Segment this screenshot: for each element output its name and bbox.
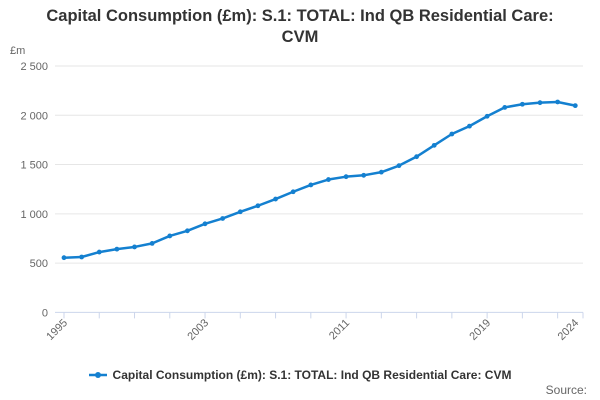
chart-title: Capital Consumption (£m): S.1: TOTAL: In… [46, 7, 554, 46]
data-point [61, 255, 67, 261]
data-point [502, 104, 508, 110]
data-point [167, 233, 173, 239]
data-point [96, 249, 102, 255]
x-axis-tick-label: 2019 [467, 317, 493, 343]
data-point [237, 209, 243, 215]
y-axis-tick-label: 2 000 [20, 110, 48, 122]
y-axis-tick-label: 2 500 [20, 61, 48, 73]
y-axis-tick-label: 0 [42, 307, 48, 319]
chart-plot-area: 0 500 1 000 1 500 2 000 2 500 1995 2003 2011 2019… [20, 61, 584, 343]
legend-line-marker-icon [88, 372, 107, 378]
data-point [255, 203, 261, 209]
x-axis-tick-label: 2011 [327, 317, 352, 342]
data-point [378, 169, 384, 175]
x-axis-tick-label: 2024 [556, 317, 582, 343]
y-axis-unit-label: £m [10, 45, 26, 57]
y-axis-tick-label: 1 000 [20, 209, 48, 221]
data-point [79, 254, 85, 260]
data-point [185, 228, 190, 234]
data-point [114, 246, 120, 252]
data-point [467, 123, 472, 129]
source-label: Source: [545, 383, 587, 397]
x-axis-tick-label: 1995 [44, 317, 70, 343]
data-point [343, 174, 349, 180]
data-point [308, 182, 314, 188]
x-axis-tick-label: 2003 [185, 317, 211, 343]
legend: Capital Consumption (£m): S.1: TOTAL: In… [0, 366, 600, 384]
data-point [484, 113, 490, 119]
data-point [431, 142, 437, 148]
data-point [361, 172, 367, 178]
data-point [220, 216, 226, 221]
data-point [273, 196, 278, 202]
data-point [132, 244, 137, 250]
data-point [414, 154, 419, 160]
data-point [290, 189, 296, 195]
data-point [202, 221, 208, 227]
data-point [572, 103, 578, 109]
data-point [149, 241, 155, 246]
data-point [326, 177, 331, 182]
y-axis-tick-label: 500 [30, 258, 48, 270]
data-point [449, 131, 455, 137]
y-axis-tick-label: 1 500 [20, 160, 48, 172]
series-line [62, 100, 577, 259]
data-point [519, 101, 525, 107]
legend-item-series[interactable]: Capital Consumption (£m): S.1: TOTAL: In… [88, 368, 512, 382]
legend-series-label: Capital Consumption (£m): S.1: TOTAL: In… [112, 368, 512, 382]
data-point [537, 100, 543, 106]
data-point [396, 163, 402, 169]
data-point [555, 99, 561, 105]
